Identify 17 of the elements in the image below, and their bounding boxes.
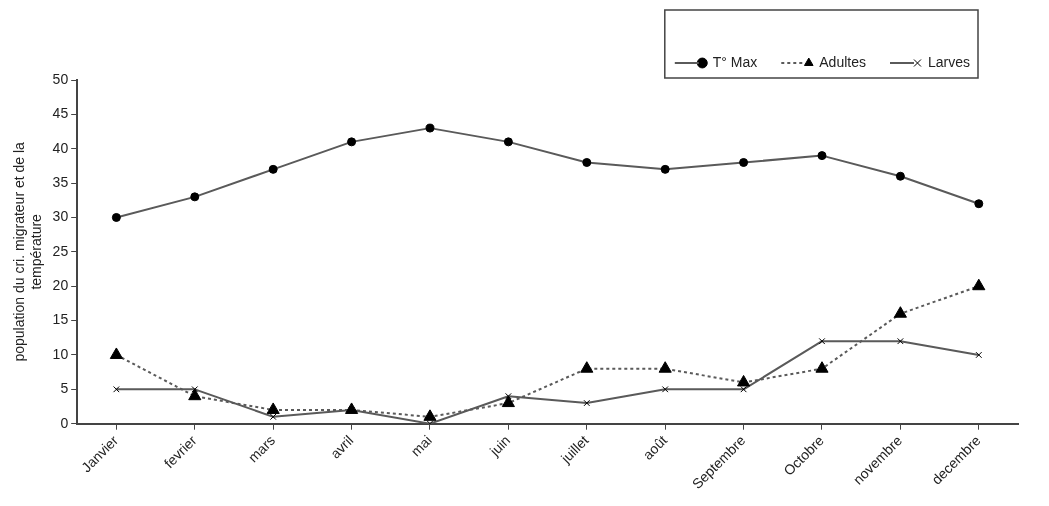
legend-label: T° Max — [712, 53, 758, 70]
y-tick-label: 40 — [52, 139, 69, 156]
y-tick-label: 50 — [52, 70, 69, 87]
y-axis-title: population du cri. migrateur et de la température — [11, 141, 45, 362]
x-tick-label: mai — [407, 432, 435, 460]
y-tick-label: 15 — [52, 311, 69, 328]
legend-label: Adultes — [819, 53, 866, 70]
legend-label: Larves — [927, 53, 971, 70]
y-tick-label: 30 — [52, 208, 69, 225]
y-tick-label: 45 — [52, 105, 69, 122]
x-tick-label: juin — [485, 432, 514, 460]
y-tick-label: 35 — [52, 173, 69, 190]
y-tick-label: 10 — [52, 345, 69, 362]
y-tick-label: 20 — [52, 277, 69, 294]
y-tick-label: 5 — [60, 380, 69, 397]
y-tick-label: 25 — [52, 242, 69, 259]
y-tick-label: 0 — [60, 414, 69, 431]
